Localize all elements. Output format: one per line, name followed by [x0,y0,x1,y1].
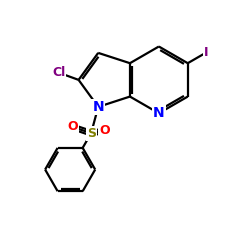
Text: O: O [100,124,110,137]
Text: S: S [87,127,96,140]
Text: N: N [92,100,104,114]
Text: Cl: Cl [52,66,66,79]
Text: I: I [204,46,208,59]
Text: O: O [67,120,78,134]
Text: N: N [153,106,165,120]
